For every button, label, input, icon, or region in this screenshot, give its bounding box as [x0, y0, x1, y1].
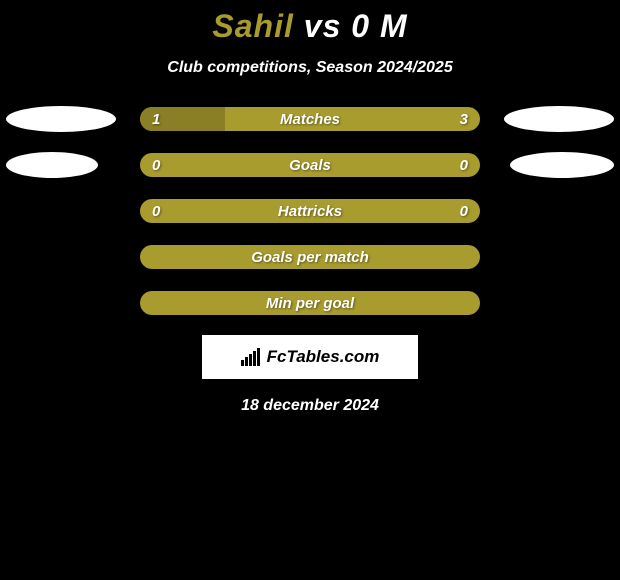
stat-bar: 0 Hattricks 0 — [140, 199, 480, 223]
stat-bar: Min per goal — [140, 291, 480, 315]
stat-label: Hattricks — [278, 203, 342, 220]
vs-label: vs — [304, 8, 342, 44]
stat-row: 0 Goals 0 — [0, 153, 620, 177]
stat-bar: 1 Matches 3 — [140, 107, 480, 131]
stat-right-value: 3 — [460, 111, 468, 128]
brand-badge: FcTables.com — [202, 335, 418, 379]
stat-left-value: 0 — [152, 203, 160, 220]
stat-label: Matches — [280, 111, 340, 128]
stat-left-value: 1 — [152, 111, 160, 128]
stat-label: Goals per match — [251, 249, 369, 266]
player1-shape — [6, 152, 98, 178]
stat-right-value: 0 — [460, 203, 468, 220]
page-title: Sahil vs 0 M — [212, 8, 407, 45]
player2-shape — [510, 152, 614, 178]
stat-row: 1 Matches 3 — [0, 107, 620, 131]
player1-shape — [6, 106, 116, 132]
bar-chart-icon — [241, 348, 263, 366]
stats-list: 1 Matches 3 0 Goals 0 0 Hattricks 0 Goals per mat… — [0, 107, 620, 315]
stat-label: Goals — [289, 157, 331, 174]
stat-left-value: 0 — [152, 157, 160, 174]
stat-row: Goals per match — [0, 245, 620, 269]
comparison-card: Sahil vs 0 M Club competitions, Season 2… — [0, 0, 620, 415]
stat-row: 0 Hattricks 0 — [0, 199, 620, 223]
player2-shape — [504, 106, 614, 132]
stat-bar: 0 Goals 0 — [140, 153, 480, 177]
stat-row: Min per goal — [0, 291, 620, 315]
brand-text: FcTables.com — [267, 347, 380, 367]
stat-right-value: 0 — [460, 157, 468, 174]
stat-bar: Goals per match — [140, 245, 480, 269]
date-label: 18 december 2024 — [241, 397, 379, 415]
stat-label: Min per goal — [266, 295, 354, 312]
player2-name: 0 M — [351, 8, 407, 44]
player1-name: Sahil — [212, 8, 293, 44]
subtitle: Club competitions, Season 2024/2025 — [167, 59, 452, 77]
